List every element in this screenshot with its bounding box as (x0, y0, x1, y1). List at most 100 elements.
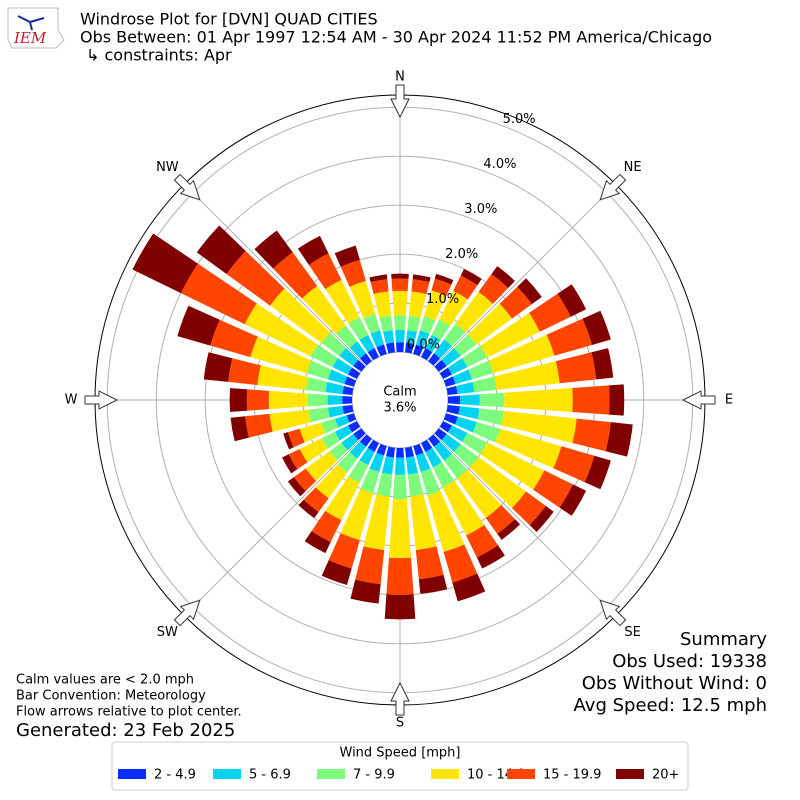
arrow-shape (599, 599, 627, 627)
summary-line: Obs Without Wind: 0 (582, 673, 767, 694)
bar-segment (349, 280, 376, 319)
bar-segment (329, 442, 348, 461)
bar-segment (452, 573, 486, 602)
bar-segment (381, 456, 394, 475)
bar-segment (456, 381, 475, 394)
bar-segment (384, 594, 416, 620)
grid-spoke (183, 433, 367, 617)
bar-segment (304, 531, 331, 554)
bar-segment (311, 510, 342, 543)
bar-segment (572, 418, 611, 452)
bar-segment (443, 413, 458, 425)
summary-line: Avg Speed: 12.5 mph (574, 695, 767, 716)
calm-circle (353, 353, 447, 447)
bar-segment (472, 376, 497, 393)
bar-segment (305, 451, 338, 481)
bar-segment (425, 447, 442, 468)
bar-segment (480, 312, 540, 358)
bar-segment (376, 472, 393, 497)
bar-segment (491, 266, 515, 289)
bar-segment (321, 560, 352, 585)
compass-arrow (173, 599, 201, 627)
compass-arrow (84, 390, 119, 410)
bar-segment (308, 407, 330, 423)
bar-segment (350, 579, 381, 604)
bar-segment (298, 499, 319, 519)
bar-segment (395, 329, 405, 343)
bar-segment (419, 316, 436, 334)
bar-segment (456, 469, 502, 519)
bar-segment (447, 425, 468, 442)
bar-segment (411, 279, 430, 295)
logo-text: IEM (13, 29, 47, 47)
bar-segment (391, 273, 409, 279)
bar-segment (425, 334, 441, 353)
note: Calm values are < 2.0 mph (16, 673, 194, 688)
bar-segment (287, 477, 306, 497)
arrow-shape (173, 173, 201, 201)
bar-segment (353, 359, 366, 372)
compass-label: W (65, 393, 78, 408)
bar-segment (439, 367, 452, 379)
grid-spoke (183, 183, 367, 367)
bar-segment (283, 432, 294, 450)
compass-arrow (390, 84, 410, 119)
bar-segment (584, 455, 611, 490)
arrow-shape (599, 173, 627, 201)
bar-segment (428, 434, 441, 447)
arrow-shape (173, 599, 201, 627)
bar-segment (246, 389, 270, 411)
bar-segment (421, 348, 433, 361)
bar-segment (363, 313, 381, 334)
arrow-shape (390, 84, 410, 119)
bar-segment (370, 330, 385, 348)
bar-segment (310, 344, 338, 368)
bar-segment (472, 422, 501, 443)
summary-line: Obs Used: 19338 (612, 651, 767, 672)
compass-arrow (599, 599, 627, 627)
legend-label: 7 - 9.9 (353, 768, 395, 783)
bar-segment (407, 315, 421, 333)
bar-segment (386, 446, 395, 458)
bar-segment (287, 428, 305, 448)
compass-label: N (395, 70, 405, 85)
bar-segment (273, 252, 318, 299)
compass-label: S (396, 716, 404, 731)
bar-segment (529, 505, 554, 532)
bar-segment (303, 487, 329, 513)
bar-segment (410, 494, 437, 550)
r-tick-label: 3.0% (464, 202, 497, 217)
bar-segment (466, 525, 499, 558)
bar-segment (444, 323, 466, 347)
bar-segment (591, 348, 614, 380)
bar-segment (376, 443, 387, 456)
bar-segment (254, 230, 293, 269)
bar-segment (306, 360, 332, 380)
legend-swatch (431, 769, 459, 779)
r-tick-label: 4.0% (483, 157, 516, 172)
bar-segment (480, 442, 545, 490)
bar-segment (348, 317, 369, 340)
bar-segment (349, 341, 367, 359)
bar-segment (342, 405, 354, 414)
bar-segment (341, 433, 359, 451)
generated: Generated: 23 Feb 2025 (16, 720, 235, 741)
bar-segment (609, 384, 625, 416)
bar-segment (553, 446, 595, 483)
bar-segment (348, 367, 361, 379)
bar-segment (415, 452, 431, 473)
bar-segment (460, 268, 482, 286)
bar-segment (327, 369, 348, 385)
bar-segment (342, 386, 354, 395)
bar-segment (332, 358, 353, 375)
bar-segment (432, 462, 455, 488)
bar-segment (427, 490, 465, 553)
grid-spoke (433, 433, 617, 617)
r-tick-label: 0.0% (407, 337, 440, 352)
bar-segment (346, 413, 357, 423)
bar-segment (428, 353, 441, 366)
bar-segment (453, 334, 477, 356)
bar-segment (433, 441, 453, 461)
legend-swatch (118, 769, 146, 779)
